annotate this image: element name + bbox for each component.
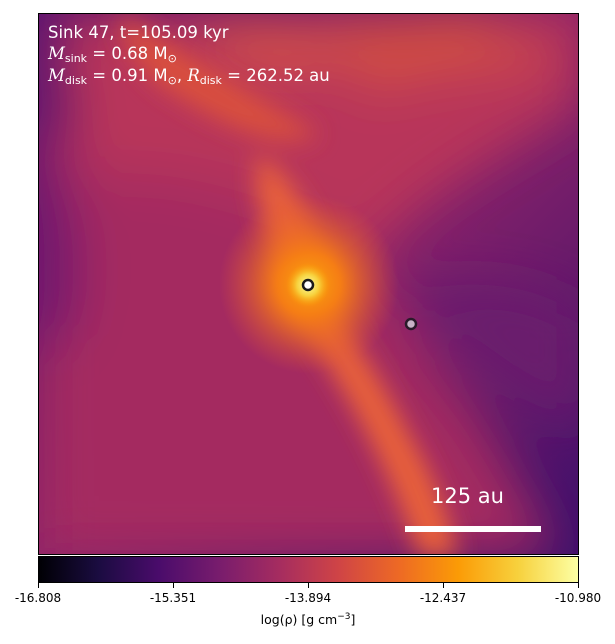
colorbar-tick-label: -16.808 bbox=[14, 591, 62, 605]
top-right-filament bbox=[339, 20, 559, 94]
disk-properties: Mdisk = 0.91 M⊙, Rdisk = 262.52 au bbox=[48, 66, 330, 87]
colorbar-tick bbox=[308, 583, 309, 588]
colorbar-tick-label: -13.894 bbox=[284, 591, 332, 605]
colorbar-tick-label: -12.437 bbox=[419, 591, 467, 605]
colorbar-tick bbox=[443, 583, 444, 588]
right-void bbox=[399, 283, 578, 433]
upper-arm bbox=[119, 14, 319, 141]
secondary-sink bbox=[404, 317, 418, 331]
primary-sink bbox=[301, 278, 315, 292]
density-map-panel: Sink 47, t=105.09 kyr Msink = 0.68 M⊙ Md… bbox=[38, 13, 579, 555]
colorbar-label: log(ρ) [g cm−3] bbox=[260, 612, 356, 628]
colorbar-tick-label: -15.351 bbox=[149, 591, 197, 605]
density-map bbox=[39, 14, 578, 554]
scale-bar bbox=[405, 526, 541, 532]
left-void bbox=[39, 144, 79, 354]
sink-mass: Msink = 0.68 M⊙ bbox=[48, 44, 177, 65]
colorbar-tick bbox=[38, 583, 39, 588]
sink-title: Sink 47, t=105.09 kyr bbox=[48, 23, 229, 42]
colorbar-tick-label: -10.980 bbox=[554, 591, 602, 605]
colorbar bbox=[38, 556, 579, 583]
colorbar-tick bbox=[173, 583, 174, 588]
colorbar-tick bbox=[578, 583, 579, 588]
scale-bar-label: 125 au bbox=[431, 484, 504, 508]
